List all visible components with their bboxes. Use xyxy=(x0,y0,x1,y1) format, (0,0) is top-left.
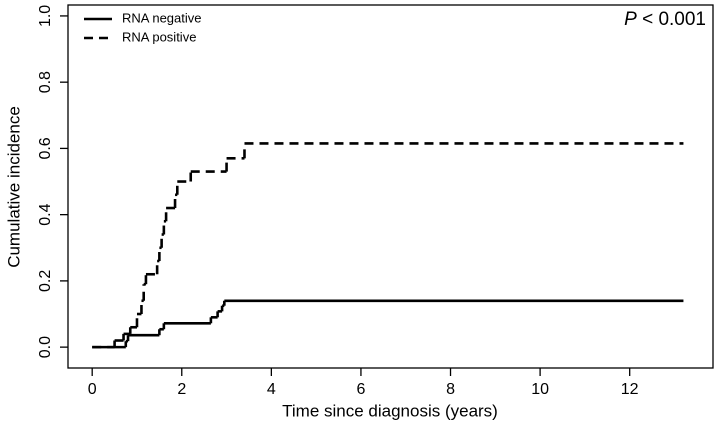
x-tick-label: 12 xyxy=(621,381,639,398)
x-tick-label: 8 xyxy=(446,381,455,398)
legend-label: RNA positive xyxy=(122,29,196,44)
y-tick-label: 0.4 xyxy=(37,203,54,225)
x-tick-label: 4 xyxy=(267,381,276,398)
annotation-italic: P xyxy=(624,9,637,30)
annotation-text: < 0.001 xyxy=(642,9,706,30)
x-tick-label: 2 xyxy=(177,381,186,398)
x-tick-label: 10 xyxy=(531,381,549,398)
y-tick-label: 0.8 xyxy=(37,71,54,93)
plot-frame xyxy=(67,4,714,369)
y-tick-label: 0.6 xyxy=(37,137,54,159)
annotation: P < 0.001 xyxy=(624,9,706,30)
legend-label: RNA negative xyxy=(122,10,202,25)
y-tick-label: 0.2 xyxy=(37,270,54,292)
x-tick-label: 0 xyxy=(88,381,97,398)
y-tick-label: 0.0 xyxy=(37,336,54,358)
x-axis-title: Time since diagnosis (years) xyxy=(282,401,498,420)
y-axis-title: Cumulative incidence xyxy=(4,106,23,268)
x-tick-label: 6 xyxy=(356,381,365,398)
y-tick-label: 1.0 xyxy=(37,5,54,27)
